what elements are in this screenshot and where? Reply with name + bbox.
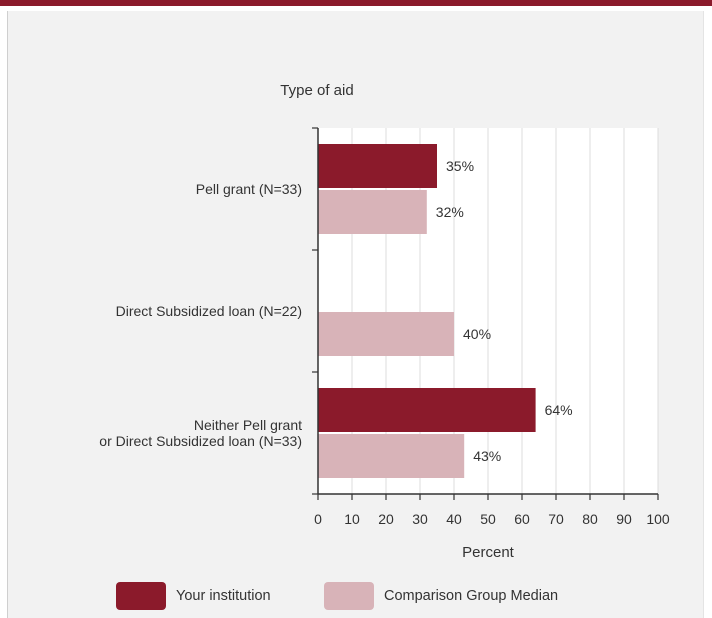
x-tick-label: 70: [548, 511, 564, 527]
x-tick-labels: 0 10 20 30 40 50 60 70 80 90 100: [314, 511, 670, 527]
data-label: 32%: [436, 204, 464, 220]
legend-swatch: [324, 582, 374, 610]
data-label: 35%: [446, 158, 474, 174]
legend-label: Comparison Group Median: [384, 588, 558, 604]
bar: [318, 190, 427, 234]
data-label: 40%: [463, 326, 491, 342]
x-tick-label: 40: [446, 511, 462, 527]
axes: [312, 127, 659, 500]
category-labels: Pell grant (N=33) Direct Subsidized loan …: [99, 181, 302, 449]
bar: [318, 144, 437, 188]
bar: [318, 434, 465, 478]
legend-label: Your institution: [176, 588, 271, 604]
top-rule: [0, 0, 712, 6]
x-tick-label: 10: [344, 511, 360, 527]
value-labels: 35% 32% 40% 64% 43%: [436, 158, 573, 464]
x-tick-label: 20: [378, 511, 394, 527]
bar: [318, 312, 454, 356]
x-tick-label: 0: [314, 511, 322, 527]
panel-edge-right: [703, 11, 704, 618]
category-label: Direct Subsidized loan (N=22): [116, 303, 302, 319]
chart-title: Type of aid: [280, 82, 353, 99]
x-tick-label: 100: [646, 511, 670, 527]
grid-lines: [351, 128, 659, 494]
x-tick-label: 30: [412, 511, 428, 527]
data-label: 43%: [473, 448, 501, 464]
x-tick-label: 90: [616, 511, 632, 527]
x-tick-label: 80: [582, 511, 598, 527]
x-tick-label: 50: [480, 511, 496, 527]
bar: [318, 388, 536, 432]
legend-swatch: [116, 582, 166, 610]
legend: Your institution Comparison Group Median: [116, 582, 558, 610]
x-axis-label: Percent: [462, 544, 515, 561]
category-label: Neither Pell grant or Direct Subsidized l…: [99, 417, 302, 449]
x-tick-label: 60: [514, 511, 530, 527]
data-label: 64%: [545, 402, 573, 418]
panel-edge: [7, 11, 8, 618]
category-label: Pell grant (N=33): [196, 181, 302, 197]
bars: [318, 144, 536, 478]
